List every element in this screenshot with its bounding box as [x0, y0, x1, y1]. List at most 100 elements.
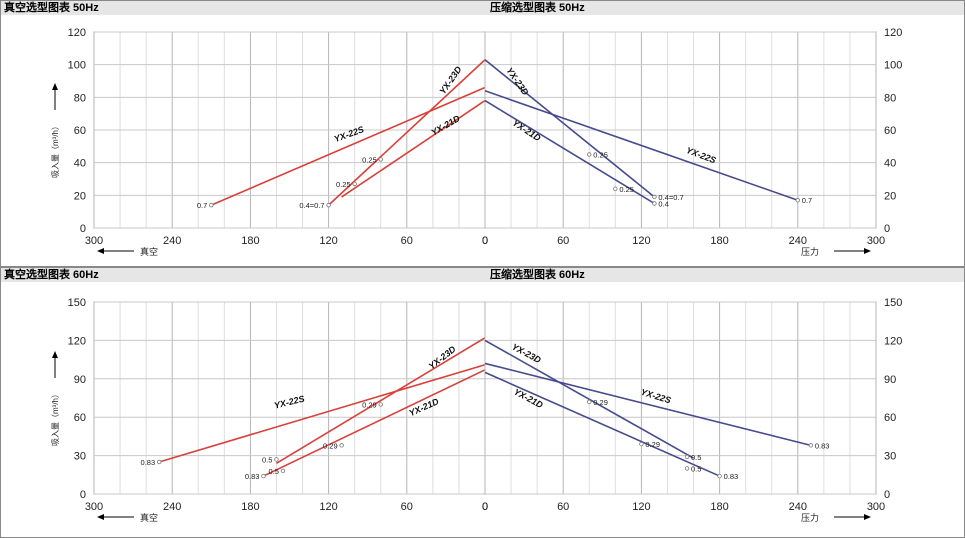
point-marker: [587, 152, 592, 157]
pressure-title-50hz: 压缩选型图表 50Hz: [490, 2, 585, 14]
x-tick-label: 180: [241, 501, 259, 513]
chart-3: 0 60 120 180 240 3000306090120150压力YX-23DYX-2…: [482, 297, 902, 523]
y-tick-label: 150: [884, 297, 902, 309]
point-marker: [274, 457, 279, 462]
y-tick-label: 60: [884, 125, 896, 137]
data-label: 0.4: [658, 200, 668, 209]
series-line-yx-23d: [276, 337, 486, 464]
x-axis-label: 真空: [140, 512, 158, 523]
y-tick-label: 0: [884, 489, 890, 501]
y-axis-label: 吸入量（m³/h）: [51, 390, 60, 446]
y-tick-label: 100: [68, 60, 86, 72]
data-label: 0.29: [323, 441, 338, 450]
chart-2: 300 240 180 120 60 0 0 30 60 90 120 150 吸入量（m³/h） 真空 Y…: [51, 297, 488, 523]
y-tick-label: 100: [884, 60, 902, 72]
point-marker: [378, 402, 383, 407]
point-marker: [587, 399, 592, 405]
x-axis-arrowhead: [97, 248, 104, 254]
series-name-label: YX-21D: [512, 387, 545, 411]
data-label: 0.4=0.7: [658, 193, 683, 202]
x-tick-label: 240: [163, 235, 181, 247]
chart-1: 0 60 120 180 240 300020406080100120压力YX-23DYX…: [482, 27, 902, 257]
x-tick-label: 60: [557, 235, 569, 247]
data-label: 0.25: [336, 180, 351, 189]
data-label: 0.25: [593, 151, 608, 160]
series-line-yx-21d: [263, 369, 486, 477]
x-tick-label: 300: [867, 501, 885, 513]
y-tick-label: 120: [884, 27, 902, 39]
series-line-yx-21d: [341, 99, 486, 198]
y-tick-label: 90: [884, 374, 896, 386]
series-line-yx-21d: [484, 99, 655, 205]
x-tick-label: 300: [867, 235, 885, 247]
series-line-yx-22s: [158, 363, 486, 463]
x-axis-arrowhead: [97, 514, 104, 520]
series-name-label: YX-23D: [504, 66, 531, 98]
vacuum-title-50hz: 真空选型图表 50Hz: [4, 2, 99, 14]
y-tick-label: 80: [884, 92, 896, 104]
x-axis-arrowhead: [864, 514, 871, 520]
series-line-yx-23d: [484, 59, 655, 198]
x-tick-label: 60: [401, 235, 413, 247]
series-line-yx-22s: [210, 86, 486, 206]
point-marker: [280, 468, 286, 474]
y-tick-label: 60: [74, 125, 86, 137]
point-marker: [795, 198, 800, 203]
y-tick-label: 0: [884, 223, 890, 235]
y-tick-label: 120: [884, 335, 902, 347]
series-line-yx-23d: [484, 339, 694, 459]
x-tick-label: 120: [632, 235, 650, 247]
series-line-yx-21d: [484, 371, 720, 477]
y-tick-label: 60: [884, 412, 896, 424]
series-line-yx-22s: [484, 90, 799, 201]
y-tick-label: 0: [80, 223, 86, 235]
y-tick-label: 60: [74, 412, 86, 424]
point-marker: [639, 441, 644, 447]
y-tick-label: 20: [884, 190, 896, 202]
series-name-label: YX-21D: [429, 113, 462, 138]
header-bar-50hz: 真空选型图表 50Hz 压缩选型图表 50Hz: [0, 1, 965, 15]
data-label: 0.7: [802, 196, 812, 205]
x-tick-label: 120: [319, 501, 337, 513]
y-tick-label: 20: [74, 190, 86, 202]
x-tick-label: 120: [319, 235, 337, 247]
point-marker: [717, 473, 722, 479]
series-name-label: YX-21D: [511, 118, 543, 144]
frame-60hz: [0, 267, 965, 538]
series-name-label: YX-22S: [273, 393, 306, 410]
y-tick-label: 80: [74, 92, 86, 104]
x-tick-label: 0: [482, 235, 488, 247]
vacuum-title-60hz: 真空选型图表 60Hz: [4, 269, 99, 281]
point-marker: [352, 181, 357, 187]
x-tick-label: 240: [163, 501, 181, 513]
data-label: 0.83: [815, 441, 830, 450]
x-tick-label: 60: [401, 501, 413, 513]
y-tick-label: 40: [884, 158, 896, 170]
x-tick-label: 60: [557, 501, 569, 513]
point-marker: [326, 202, 331, 208]
y-tick-label: 90: [74, 374, 86, 386]
y-tick-label: 30: [884, 451, 896, 463]
x-axis-label: 压力: [801, 512, 819, 523]
data-label: 0.83: [141, 458, 156, 467]
x-tick-label: 120: [632, 501, 650, 513]
point-marker: [156, 459, 162, 465]
frame-50hz: [0, 0, 965, 267]
point-marker: [378, 157, 383, 162]
y-axis-arrowhead: [52, 83, 58, 90]
data-label: 0.5: [691, 453, 701, 462]
series-line-yx-22s: [484, 362, 812, 447]
point-marker: [339, 443, 344, 448]
point-marker: [652, 201, 657, 206]
point-marker: [261, 473, 266, 479]
data-label: 0.4=0.7: [299, 201, 324, 210]
header-bar-60hz: 真空选型图表 60Hz 压缩选型图表 60Hz: [0, 268, 965, 282]
x-axis-arrowhead: [864, 248, 871, 254]
y-tick-label: 30: [74, 451, 86, 463]
y-axis-label: 吸入量（m³/h）: [51, 122, 60, 178]
point-marker: [684, 454, 690, 460]
x-axis-label: 压力: [801, 246, 819, 257]
y-tick-label: 150: [68, 297, 86, 309]
data-label: 0.25: [619, 185, 634, 194]
